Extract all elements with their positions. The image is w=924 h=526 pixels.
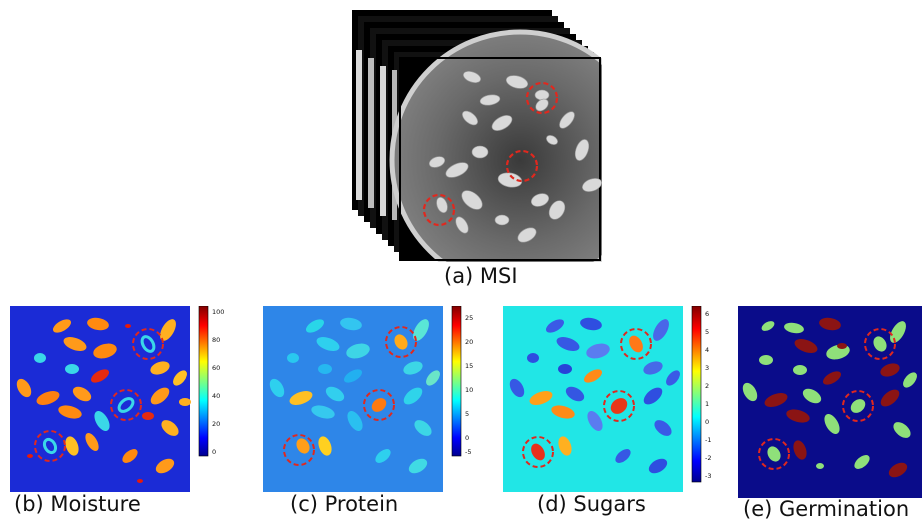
cb-tick: 40 — [212, 392, 220, 400]
cb-tick: 4 — [705, 346, 709, 354]
cb-tick: 2 — [705, 382, 709, 390]
cb-tick: -3 — [705, 472, 711, 480]
sugars-highlight-circles — [522, 328, 652, 468]
sugars-seeds — [509, 317, 680, 474]
panel-moisture: 100 80 60 40 20 0 — [10, 306, 240, 494]
panel-protein: 25 20 15 10 5 0 -5 — [263, 306, 485, 494]
germination-map — [738, 306, 922, 498]
msi-stack-figure — [352, 10, 602, 262]
protein-colorbar — [451, 306, 462, 457]
moisture-highlight-circles — [34, 328, 164, 462]
cb-tick: 0 — [705, 418, 709, 426]
caption-germination: (e) Germination — [743, 497, 910, 521]
sugars-map: 6 5 4 3 2 1 0 -1 -2 -3 — [503, 306, 711, 492]
caption-moisture: (b) Moisture — [14, 492, 141, 516]
cb-tick: 100 — [212, 308, 224, 316]
moisture-colorbar — [198, 306, 209, 457]
protein-colorbar-ticks: 25 20 15 10 5 0 -5 — [465, 314, 473, 456]
caption-sugars: (d) Sugars — [537, 492, 646, 516]
caption-msi: (a) MSI — [444, 264, 518, 288]
cb-tick: 10 — [465, 386, 473, 394]
cb-tick: 0 — [212, 448, 216, 456]
msi-highlight-circles — [422, 81, 559, 227]
cb-tick: 60 — [212, 364, 220, 372]
cb-tick: 1 — [705, 400, 709, 408]
cb-tick: 25 — [465, 314, 473, 322]
cb-tick: -1 — [705, 436, 711, 444]
protein-highlight-circles — [283, 326, 417, 466]
cb-tick: 15 — [465, 362, 473, 370]
cb-tick: -2 — [705, 454, 711, 462]
cb-tick: 5 — [465, 410, 469, 418]
cb-tick: 5 — [705, 328, 709, 336]
msi-stack — [352, 10, 602, 262]
cb-tick: 3 — [705, 364, 709, 372]
protein-seeds — [269, 317, 440, 474]
germination-seeds — [742, 317, 917, 478]
cb-tick: 80 — [212, 336, 220, 344]
moisture-colorbar-ticks: 100 80 60 40 20 0 — [212, 308, 224, 456]
cb-tick: 20 — [212, 420, 220, 428]
msi-seeds — [428, 71, 602, 243]
cb-tick: 6 — [705, 310, 709, 318]
sugars-colorbar — [691, 306, 702, 483]
panel-sugars: 6 5 4 3 2 1 0 -1 -2 -3 — [503, 306, 725, 494]
cb-tick: 0 — [465, 434, 469, 442]
sugars-colorbar-ticks: 6 5 4 3 2 1 0 -1 -2 -3 — [705, 310, 711, 480]
moisture-seeds — [16, 317, 191, 483]
germination-highlight-circles — [758, 328, 896, 470]
caption-protein: (c) Protein — [290, 492, 399, 516]
panel-germination — [738, 306, 922, 498]
cb-tick: -5 — [465, 448, 471, 456]
msi-front-frame — [389, 29, 602, 262]
protein-map: 25 20 15 10 5 0 -5 — [263, 306, 473, 492]
cb-tick: 20 — [465, 338, 473, 346]
moisture-map: 100 80 60 40 20 0 — [10, 306, 224, 492]
